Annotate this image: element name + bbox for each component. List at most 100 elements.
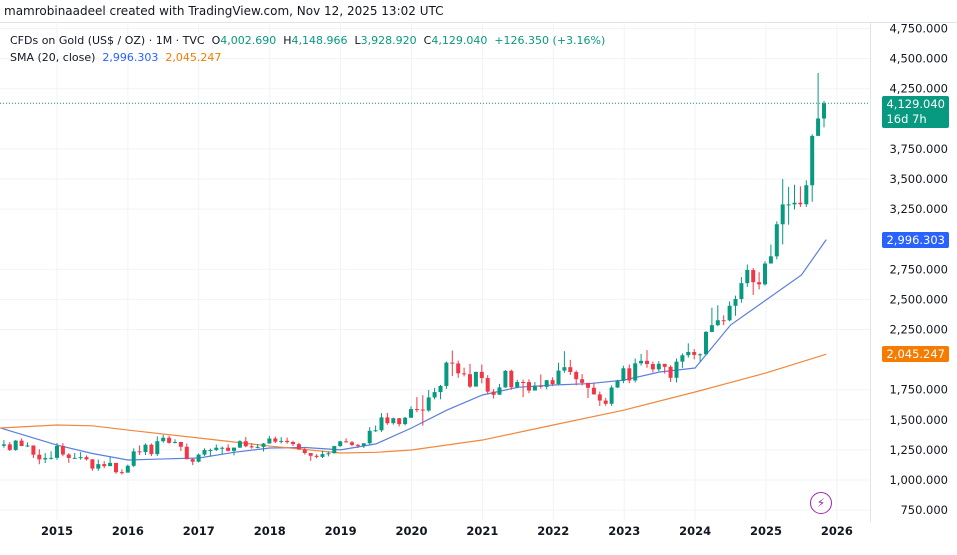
candle-body — [568, 367, 573, 373]
candle-body — [704, 331, 708, 355]
x-tick-label: 2015 — [41, 524, 73, 538]
candle-body — [308, 453, 313, 456]
candle-body — [792, 202, 797, 205]
candle-body — [786, 204, 791, 206]
candle-body — [84, 457, 89, 460]
candle-body — [603, 400, 608, 404]
candle-body — [355, 444, 360, 446]
candle-body — [302, 449, 307, 454]
candle-body — [609, 387, 614, 404]
y-tick-label: 2,750.000 — [889, 262, 948, 276]
candle-body — [214, 447, 219, 451]
candle-body — [102, 464, 107, 467]
candle-body — [291, 442, 295, 445]
candle-body — [544, 380, 549, 387]
x-tick-label: 2020 — [395, 524, 427, 538]
candle-body — [426, 397, 431, 411]
candle-body — [804, 185, 809, 205]
candle-body — [267, 438, 272, 444]
candle-body — [515, 381, 520, 388]
candle-body — [344, 441, 349, 443]
candle-body — [739, 283, 744, 300]
candle-body — [473, 371, 478, 387]
sma1-price-label: 2,996.303 — [882, 232, 949, 248]
candle-body — [757, 282, 762, 285]
candle-body — [43, 458, 48, 460]
legend: CFDs on Gold (US$ / OZ) · 1M · TVC O4,00… — [10, 32, 605, 66]
x-tick-label: 2017 — [183, 524, 215, 538]
candle-body — [155, 441, 160, 455]
x-tick-label: 2021 — [466, 524, 498, 538]
candle-body — [184, 446, 189, 460]
candle-body — [450, 362, 455, 364]
y-tick-label: 2,500.000 — [889, 292, 948, 306]
candle-body — [438, 385, 443, 393]
candle-body — [591, 387, 596, 395]
candle-body — [414, 409, 419, 411]
sma-line-blue — [0, 239, 827, 461]
candle-body — [273, 438, 278, 442]
candle-body — [90, 459, 95, 469]
lightning-icon[interactable]: ⚡ — [810, 492, 832, 514]
candle-body — [226, 447, 231, 451]
candle-body — [279, 440, 284, 442]
candle-body — [7, 444, 12, 450]
change-value: +126.350 (+3.16%) — [494, 34, 606, 47]
candle-body — [332, 446, 337, 454]
x-tick-label: 2025 — [750, 524, 782, 538]
candle-body — [639, 360, 644, 364]
y-tick-label: 3,750.000 — [889, 142, 948, 156]
candle-body — [692, 352, 697, 355]
candle-body — [462, 373, 467, 375]
candle-body — [816, 118, 821, 136]
candle-body — [574, 372, 579, 380]
x-tick-label: 2019 — [325, 524, 357, 538]
y-tick-label: 4,500.000 — [889, 52, 948, 66]
candle-body — [668, 366, 673, 378]
y-tick-label: 1,500.000 — [889, 413, 948, 427]
candle-body — [119, 472, 124, 474]
close-label: C — [423, 34, 432, 47]
y-tick-label: 4,250.000 — [889, 82, 948, 96]
candle-body — [615, 380, 620, 388]
low-value: 3,928.920 — [360, 34, 417, 47]
candle-body — [55, 445, 59, 458]
candle-body — [173, 441, 177, 443]
y-tick-label: 750.000 — [900, 503, 948, 517]
sma2-price-label: 2,045.247 — [882, 346, 949, 362]
candle-body — [698, 354, 703, 356]
candle-body — [727, 305, 732, 321]
candle-body — [798, 202, 803, 205]
open-label: O — [211, 34, 221, 47]
price-axis-border — [870, 22, 871, 522]
candle-body — [763, 263, 767, 285]
candle-body — [633, 363, 638, 381]
bar-countdown: 16d 7h — [886, 112, 927, 126]
candle-body — [220, 447, 225, 449]
candle-body — [674, 361, 679, 378]
candle-body — [320, 454, 325, 457]
candle-body — [686, 352, 691, 356]
candle-body — [72, 457, 77, 459]
y-tick-label: 1,750.000 — [889, 383, 948, 397]
candle-body — [656, 363, 661, 370]
candle-body — [662, 363, 667, 367]
candle-body — [96, 464, 101, 469]
candle-body — [161, 437, 166, 442]
candle-body — [586, 382, 590, 388]
candle-body — [721, 320, 726, 322]
candle-body — [456, 363, 461, 374]
candle-body — [137, 451, 142, 453]
candle-body — [60, 445, 65, 455]
candle-body — [709, 325, 714, 332]
candle-body — [627, 368, 632, 381]
last-price: 4,129.040 — [886, 97, 945, 111]
candle-body — [391, 418, 396, 424]
candle-body — [509, 370, 514, 388]
candle-body — [25, 445, 30, 447]
candle-body — [249, 446, 254, 448]
candle-body — [202, 450, 207, 455]
candle-body — [114, 462, 118, 473]
